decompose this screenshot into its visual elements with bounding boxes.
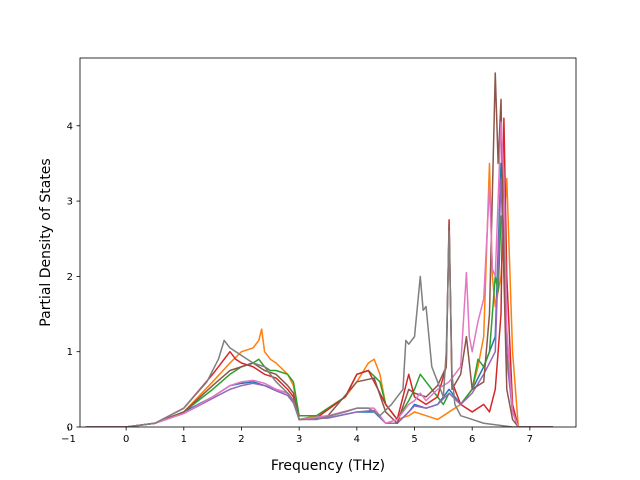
x-tick-label: 4 [354, 434, 360, 445]
y-axis-label: Partial Density of States [38, 158, 54, 326]
y-tick-label: 4 [67, 121, 73, 132]
plot-area [85, 72, 553, 427]
x-axis-label: Frequency (THz) [271, 458, 385, 474]
y-tick-label: 0 [67, 423, 73, 434]
series-line-7 [85, 121, 553, 427]
x-axis: −1 0 1 2 3 4 5 6 7 [61, 427, 533, 445]
x-tick-label: 2 [238, 434, 244, 445]
x-tick-label: 6 [469, 434, 475, 445]
y-tick-label: 2 [67, 272, 73, 283]
axes-frame [79, 57, 577, 428]
y-tick-label: 3 [67, 197, 73, 208]
series-line-8 [85, 230, 553, 427]
x-tick-label: 0 [123, 434, 129, 445]
x-tick-label: 1 [181, 434, 187, 445]
x-tick-label: 7 [527, 434, 533, 445]
y-tick-label: 1 [67, 347, 73, 358]
y-axis: 0 1 2 3 4 [67, 121, 80, 434]
x-tick-label: 3 [296, 434, 302, 445]
series-line-6 [85, 72, 553, 427]
x-tick-label: −1 [61, 434, 76, 445]
x-tick-label: 5 [411, 434, 417, 445]
